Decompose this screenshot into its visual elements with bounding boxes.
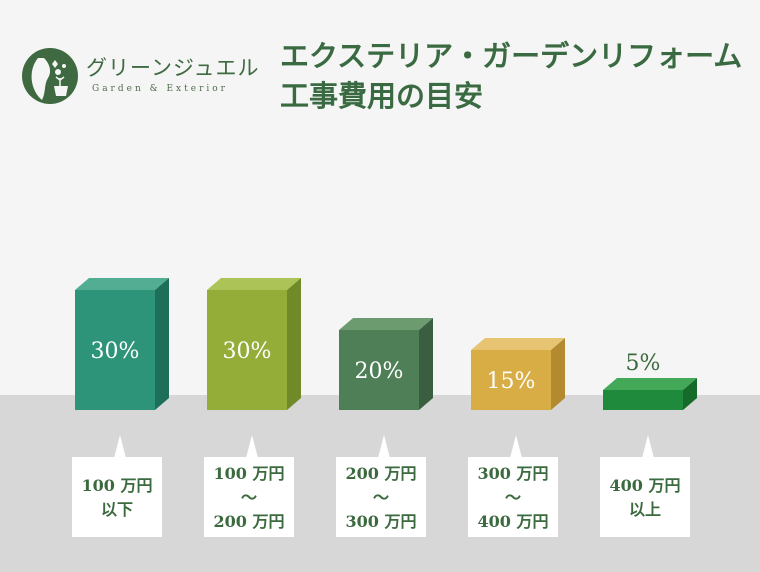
bar-front xyxy=(339,330,419,410)
bar-side xyxy=(155,278,169,410)
bar-top xyxy=(207,278,301,290)
category-label: 400 万円 xyxy=(478,512,549,531)
callout-box xyxy=(600,457,690,537)
bar-top xyxy=(75,278,169,290)
callout-box xyxy=(204,457,294,537)
category-callout: 300 万円〜 400 万円 xyxy=(468,435,558,537)
category-label: 100 万円 xyxy=(214,464,285,483)
bar-front xyxy=(471,350,551,410)
brand-logo: グリーンジュエル Garden & Exterior xyxy=(20,44,270,108)
bar-top xyxy=(339,318,433,330)
bar-2 xyxy=(207,278,301,410)
category-label: 200 万円 xyxy=(214,512,285,531)
category-label: 400 万円 xyxy=(610,476,681,495)
category-label: 〜 xyxy=(373,488,389,507)
bar-side xyxy=(419,318,433,410)
data-label: 20% xyxy=(355,359,404,384)
bar-front xyxy=(603,390,683,410)
data-label: 15% xyxy=(487,369,536,394)
page-title: エクステリア・ガーデンリフォーム 工事費用の目安 xyxy=(280,36,750,116)
callout-pointer xyxy=(510,435,522,458)
callout-box xyxy=(72,457,162,537)
data-label: 30% xyxy=(223,339,272,364)
bar-front xyxy=(75,290,155,410)
category-label: 以下 xyxy=(101,500,133,519)
callout-pointer xyxy=(246,435,258,458)
callout-pointer xyxy=(114,435,126,458)
category-callout: 200 万円〜 300 万円 xyxy=(336,435,426,537)
bar-side xyxy=(287,278,301,410)
bar-top xyxy=(471,338,565,350)
category-label: 200 万円 xyxy=(346,464,417,483)
category-label: 〜 xyxy=(241,488,257,507)
leaf-face-logo-icon xyxy=(22,48,78,104)
callout-pointer xyxy=(642,435,654,458)
bar-side xyxy=(551,338,565,410)
data-label: 5% xyxy=(626,351,661,376)
data-label: 30% xyxy=(91,339,140,364)
bar-5 xyxy=(603,378,697,410)
brand-subtitle: Garden & Exterior xyxy=(92,84,228,94)
category-label: 〜 xyxy=(505,488,521,507)
category-label: 300 万円 xyxy=(346,512,417,531)
brand-name: グリーンジュエル xyxy=(86,56,260,80)
bar-4 xyxy=(471,338,565,410)
category-label: 300 万円 xyxy=(478,464,549,483)
title-line-2: 工事費用の目安 xyxy=(280,79,484,113)
bar-3 xyxy=(339,318,433,410)
bar-1 xyxy=(75,278,169,410)
callout-box xyxy=(468,457,558,537)
bar-front xyxy=(207,290,287,410)
callout-box xyxy=(336,457,426,537)
category-label: 100 万円 xyxy=(82,476,153,495)
title-line-1: エクステリア・ガーデンリフォーム xyxy=(280,39,743,73)
category-label: 以上 xyxy=(629,500,661,519)
callout-pointer xyxy=(378,435,390,458)
category-callout: 100 万円〜 200 万円 xyxy=(204,435,294,537)
bar-top xyxy=(603,378,697,390)
bar-side xyxy=(683,378,697,410)
